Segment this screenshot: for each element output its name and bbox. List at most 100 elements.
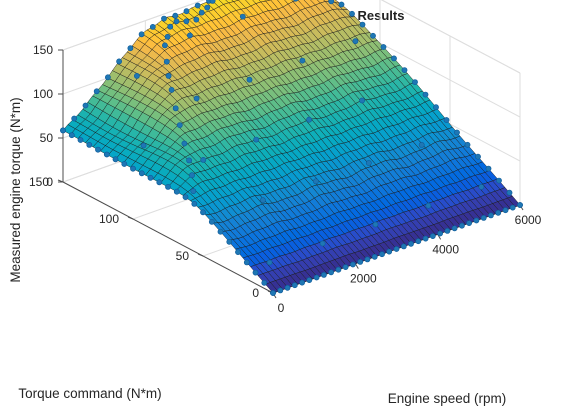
measurement-point[interactable]	[517, 202, 523, 208]
measurement-point[interactable]	[173, 18, 180, 25]
measurement-point[interactable]	[259, 197, 266, 204]
measurement-point[interactable]	[364, 256, 371, 263]
measurement-point[interactable]	[487, 212, 494, 219]
measurement-point[interactable]	[306, 116, 312, 123]
measurement-point[interactable]	[466, 220, 472, 226]
measurement-point[interactable]	[200, 156, 207, 163]
measurement-point[interactable]	[133, 73, 140, 79]
measurement-point[interactable]	[437, 230, 443, 237]
measurement-point[interactable]	[357, 258, 364, 265]
measurement-point[interactable]	[506, 189, 513, 196]
measurement-point[interactable]	[291, 282, 298, 289]
measurement-point[interactable]	[130, 165, 136, 172]
measurement-point[interactable]	[121, 161, 128, 167]
measurement-point[interactable]	[391, 55, 397, 62]
measurement-point[interactable]	[418, 141, 425, 148]
measurement-point[interactable]	[352, 38, 359, 45]
measurement-point[interactable]	[425, 202, 432, 209]
measurement-point[interactable]	[93, 88, 100, 95]
measurement-point[interactable]	[82, 102, 89, 109]
measurement-point[interactable]	[138, 31, 145, 38]
measurement-point[interactable]	[209, 0, 216, 4]
measurement-point[interactable]	[191, 200, 198, 207]
measurement-point[interactable]	[338, 1, 345, 8]
measurement-point[interactable]	[183, 18, 190, 25]
measurement-point[interactable]	[246, 76, 253, 83]
measurement-point[interactable]	[253, 136, 260, 143]
measurement-point[interactable]	[393, 246, 400, 252]
measurement-point[interactable]	[312, 178, 319, 185]
measurement-point[interactable]	[342, 264, 349, 270]
measurement-point[interactable]	[319, 240, 326, 247]
measurement-point[interactable]	[415, 238, 422, 245]
measurement-point[interactable]	[149, 23, 156, 30]
measurement-point[interactable]	[183, 8, 190, 15]
measurement-point[interactable]	[164, 33, 171, 40]
measurement-point[interactable]	[509, 204, 516, 211]
measurement-point[interactable]	[349, 10, 355, 17]
measurement-point[interactable]	[454, 129, 460, 136]
measurement-point[interactable]	[116, 58, 122, 65]
measurement-point[interactable]	[173, 188, 180, 195]
measurement-point[interactable]	[293, 0, 299, 2]
measurement-point[interactable]	[270, 290, 276, 296]
measurement-points[interactable]	[60, 0, 523, 296]
measurement-point[interactable]	[172, 105, 179, 112]
measurement-point[interactable]	[335, 266, 342, 273]
measurement-point[interactable]	[422, 91, 429, 98]
measurement-point[interactable]	[156, 179, 163, 186]
measurement-point[interactable]	[365, 160, 372, 166]
measurement-point[interactable]	[168, 87, 175, 93]
measurement-point[interactable]	[328, 269, 334, 276]
measurement-point[interactable]	[103, 151, 110, 158]
measurement-point[interactable]	[243, 259, 250, 266]
measurement-point[interactable]	[277, 287, 284, 294]
measurement-point[interactable]	[496, 177, 502, 184]
measurement-point[interactable]	[433, 104, 439, 111]
measurement-point[interactable]	[401, 67, 408, 73]
measurement-point[interactable]	[127, 45, 134, 52]
measurement-point[interactable]	[429, 233, 436, 239]
measurement-point[interactable]	[380, 44, 387, 50]
measurement-point[interactable]	[266, 259, 273, 266]
measurement-point[interactable]	[372, 221, 379, 228]
measurement-point[interactable]	[68, 132, 75, 139]
measurement-point[interactable]	[194, 2, 201, 9]
measurement-point[interactable]	[458, 222, 465, 229]
measurement-point[interactable]	[200, 209, 206, 216]
measurement-point[interactable]	[400, 243, 407, 250]
measurement-point[interactable]	[190, 188, 197, 194]
measurement-point[interactable]	[226, 238, 233, 245]
measurement-point[interactable]	[189, 172, 195, 179]
measurement-point[interactable]	[172, 12, 179, 19]
measurement-point[interactable]	[165, 73, 172, 79]
measurement-point[interactable]	[379, 251, 385, 258]
measurement-point[interactable]	[161, 15, 167, 22]
measurement-point[interactable]	[95, 146, 101, 153]
measurement-point[interactable]	[163, 58, 170, 65]
measurement-point[interactable]	[313, 274, 320, 281]
measurement-point[interactable]	[186, 32, 193, 39]
measurement-point[interactable]	[443, 117, 450, 123]
measurement-point[interactable]	[349, 261, 356, 268]
measurement-point[interactable]	[328, 0, 335, 5]
measurement-point[interactable]	[386, 248, 393, 255]
measurement-point[interactable]	[186, 157, 192, 164]
measurement-point[interactable]	[147, 174, 154, 181]
measurement-point[interactable]	[204, 4, 211, 11]
measurement-point[interactable]	[371, 253, 378, 260]
measurement-point[interactable]	[370, 32, 376, 39]
measurement-point[interactable]	[444, 227, 451, 234]
measurement-point[interactable]	[181, 140, 188, 147]
measurement-point[interactable]	[140, 142, 147, 149]
measurement-point[interactable]	[478, 183, 485, 190]
measurement-point[interactable]	[320, 271, 327, 278]
measurement-point[interactable]	[422, 235, 429, 242]
measurement-point[interactable]	[261, 279, 268, 286]
measurement-point[interactable]	[165, 183, 171, 190]
measurement-point[interactable]	[208, 218, 215, 225]
measurement-point[interactable]	[176, 122, 183, 128]
measurement-point[interactable]	[359, 21, 366, 28]
measurement-point[interactable]	[502, 207, 509, 214]
